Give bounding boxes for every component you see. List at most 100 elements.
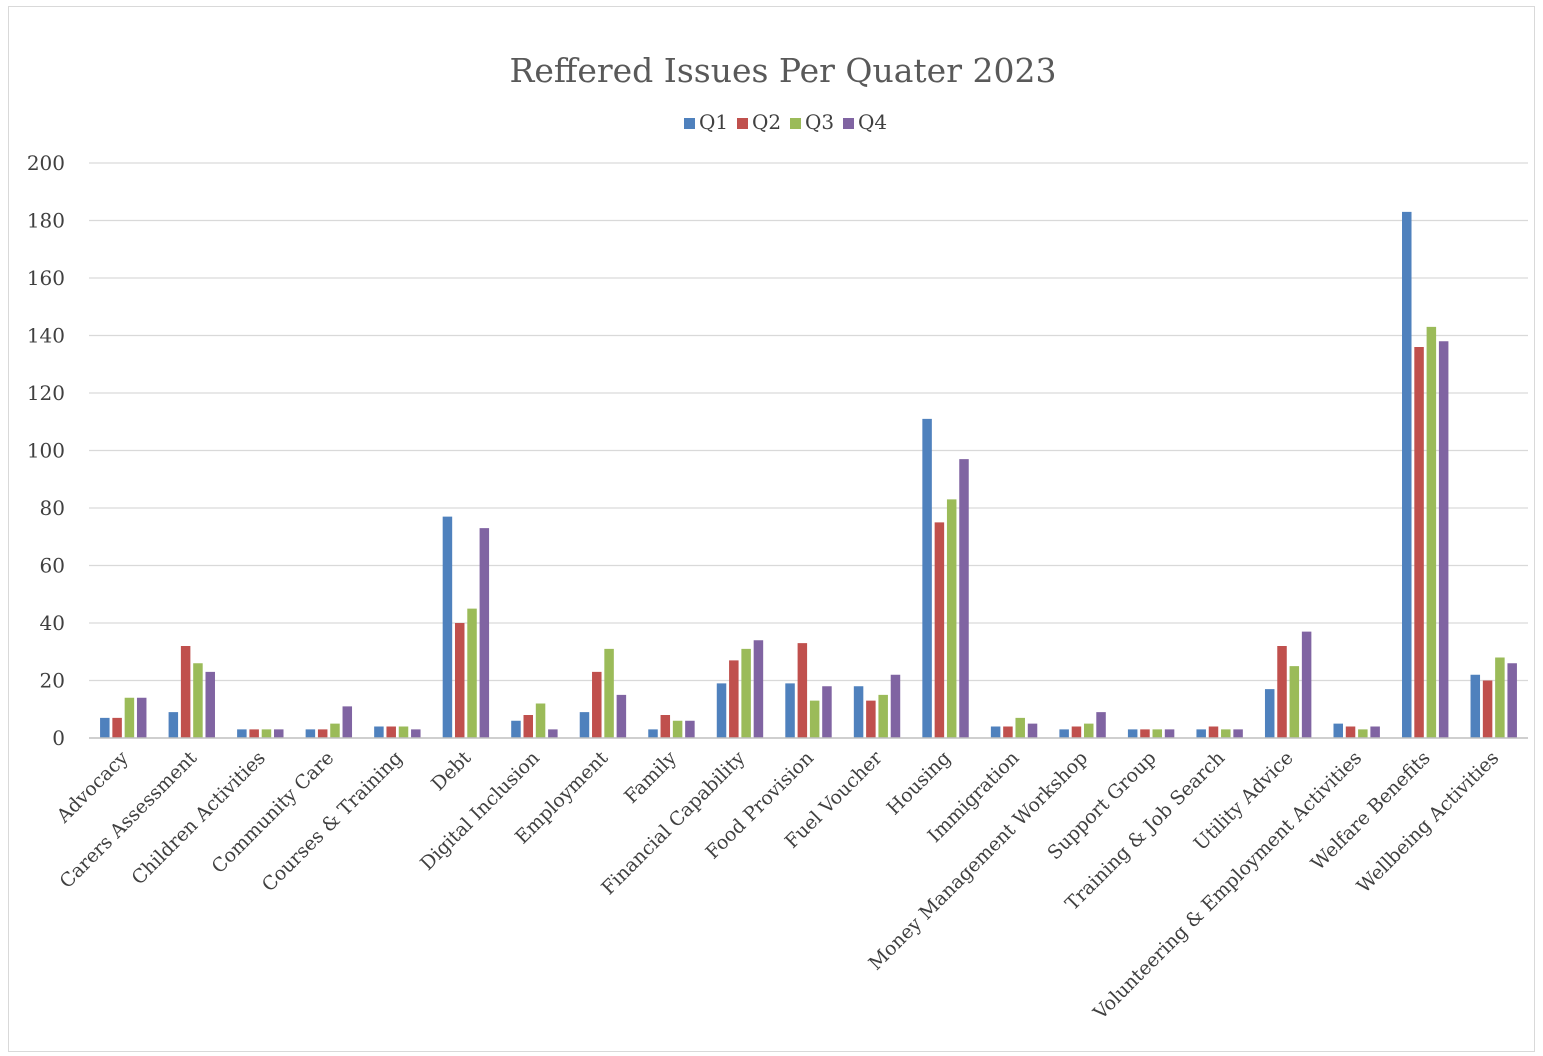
bars bbox=[100, 211, 1517, 738]
bar-q1 bbox=[1196, 729, 1206, 738]
bar-q3 bbox=[1221, 729, 1231, 738]
bar-q4 bbox=[959, 459, 969, 738]
x-tick-label: Digital Inclusion bbox=[416, 747, 544, 875]
bar-q2 bbox=[454, 623, 465, 738]
bar-q1 bbox=[1402, 211, 1412, 738]
bar-q1 bbox=[1333, 723, 1343, 738]
y-tick-label: 120 bbox=[27, 381, 65, 405]
bar-q4 bbox=[274, 729, 284, 738]
bar-q3 bbox=[1152, 729, 1163, 738]
legend-label-q1: Q1 bbox=[699, 110, 728, 134]
bar-q2 bbox=[1003, 726, 1013, 738]
bar-q3 bbox=[809, 700, 820, 738]
bar-q2 bbox=[112, 717, 122, 738]
x-tick-label: Wellbeing Activities bbox=[1353, 747, 1504, 898]
x-tick-label: Family bbox=[620, 747, 681, 808]
bar-q1 bbox=[1470, 674, 1481, 738]
bar-q1 bbox=[1264, 689, 1275, 738]
x-tick-label: Carers Assessment bbox=[56, 747, 202, 893]
bar-q4 bbox=[1027, 723, 1038, 738]
bar-q3 bbox=[878, 694, 888, 738]
bar-q1 bbox=[853, 686, 864, 738]
bar-q4 bbox=[548, 729, 558, 738]
bar-q1 bbox=[305, 729, 316, 738]
bar-q1 bbox=[648, 729, 658, 738]
legend-swatch-q4 bbox=[843, 118, 854, 129]
bar-q3 bbox=[604, 648, 614, 738]
bar-q3 bbox=[330, 723, 340, 738]
bar-q2 bbox=[729, 660, 739, 738]
bar-q3 bbox=[1015, 717, 1025, 738]
legend-label-q3: Q3 bbox=[805, 110, 834, 134]
bar-q4 bbox=[136, 697, 147, 738]
bar-q3 bbox=[398, 726, 409, 738]
bar-q3 bbox=[124, 697, 135, 738]
chart-legend: Q1 Q2 Q3 Q4 bbox=[684, 110, 887, 134]
y-axis: 0 20 40 60 80 100 120 140 160 180 200 bbox=[27, 151, 65, 750]
y-tick-label: 20 bbox=[40, 669, 65, 693]
chart-title: Reffered Issues Per Quater 2023 bbox=[510, 51, 1057, 90]
bar-q4 bbox=[342, 706, 353, 738]
bar-q3 bbox=[1083, 723, 1094, 738]
bar-q4 bbox=[411, 729, 421, 738]
bar-q2 bbox=[1414, 347, 1424, 738]
bar-q1 bbox=[785, 683, 795, 738]
y-tick-label: 140 bbox=[27, 324, 65, 348]
bar-q3 bbox=[535, 703, 546, 738]
x-tick-label: Housing bbox=[883, 747, 955, 819]
bar-q1 bbox=[716, 683, 727, 738]
bar-q2 bbox=[1071, 726, 1082, 738]
bar-q2 bbox=[1277, 646, 1287, 738]
bar-q3 bbox=[467, 608, 477, 738]
bar-q3 bbox=[193, 663, 203, 738]
bar-q3 bbox=[261, 729, 272, 738]
y-tick-label: 200 bbox=[27, 151, 65, 175]
legend-swatch-q1 bbox=[684, 118, 695, 129]
bar-q2 bbox=[1482, 680, 1493, 738]
bar-q4 bbox=[205, 671, 215, 738]
bar-q2 bbox=[1208, 726, 1219, 738]
bar-q1 bbox=[100, 717, 110, 738]
bar-q4 bbox=[1301, 631, 1312, 738]
x-tick-label: Community Care bbox=[207, 747, 338, 878]
x-tick-label: Courses & Training bbox=[258, 747, 407, 896]
bar-q4 bbox=[822, 686, 832, 738]
bar-q4 bbox=[685, 720, 695, 738]
bar-q4 bbox=[1096, 712, 1106, 738]
bar-q3 bbox=[1495, 657, 1505, 738]
legend-label-q2: Q2 bbox=[752, 110, 781, 134]
bar-q2 bbox=[180, 646, 191, 738]
bar-q4 bbox=[616, 694, 627, 738]
y-tick-label: 160 bbox=[27, 266, 65, 290]
bar-q2 bbox=[523, 715, 534, 738]
y-tick-label: 80 bbox=[40, 496, 65, 520]
y-tick-label: 180 bbox=[27, 209, 65, 233]
chart-svg: Reffered Issues Per Quater 2023 Q1 Q2 Q3 Q4… bbox=[27, 51, 1528, 1025]
bar-q2 bbox=[797, 643, 808, 738]
bar-q4 bbox=[1233, 729, 1243, 738]
bar-q1 bbox=[237, 729, 247, 738]
bar-q4 bbox=[1507, 663, 1517, 738]
bar-q2 bbox=[660, 715, 671, 738]
bar-q1 bbox=[990, 726, 1001, 738]
y-tick-label: 100 bbox=[27, 439, 65, 463]
bar-q1 bbox=[374, 726, 384, 738]
y-tick-label: 40 bbox=[40, 611, 65, 635]
gridlines bbox=[89, 162, 1528, 682]
bar-q2 bbox=[1140, 729, 1150, 738]
legend-swatch-q3 bbox=[790, 118, 801, 129]
bar-q2 bbox=[249, 729, 259, 738]
x-tick-label: Children Activities bbox=[128, 747, 270, 889]
legend-label-q4: Q4 bbox=[858, 110, 887, 134]
bar-q1 bbox=[442, 516, 453, 738]
bar-q4 bbox=[1164, 729, 1175, 738]
bar-q1 bbox=[922, 418, 932, 738]
bar-q1 bbox=[511, 720, 521, 738]
bar-q3 bbox=[1426, 326, 1437, 738]
bar-q4 bbox=[479, 528, 490, 738]
bar-q3 bbox=[946, 499, 957, 738]
bar-q2 bbox=[592, 671, 602, 738]
x-tick-label: Debt bbox=[427, 747, 476, 796]
bar-q4 bbox=[753, 640, 764, 738]
